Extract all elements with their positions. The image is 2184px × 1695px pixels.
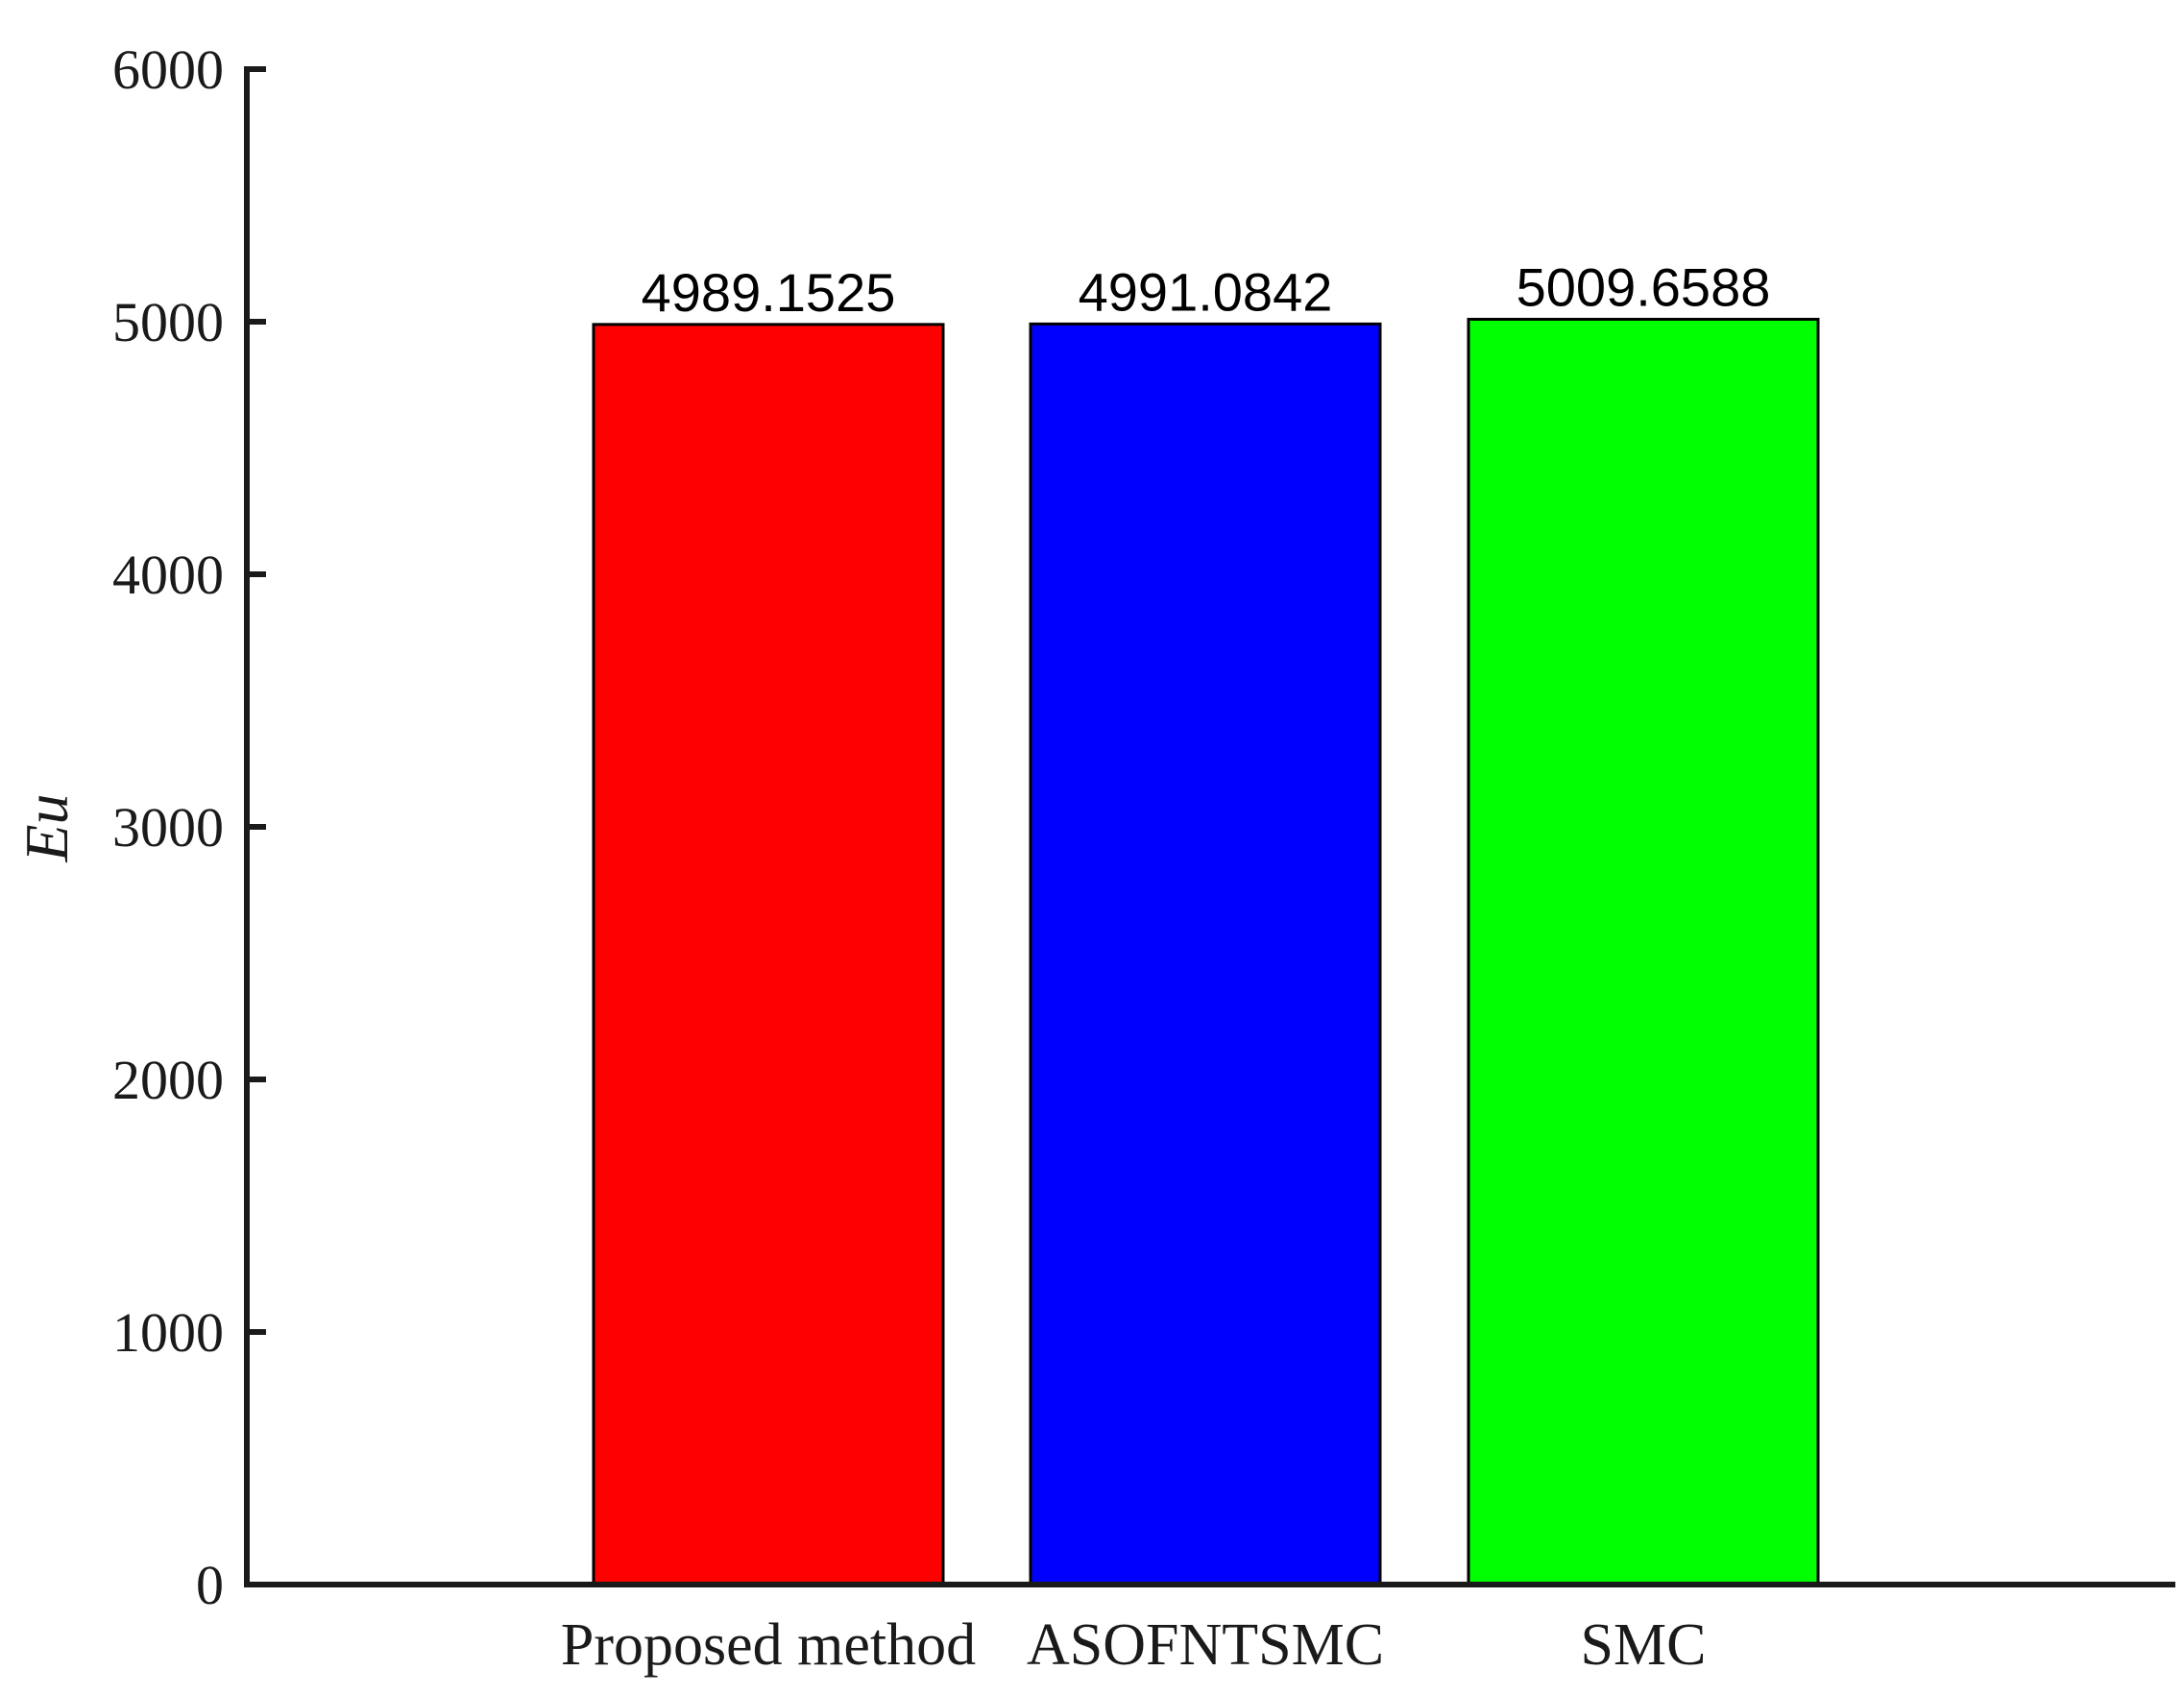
bar-value-label: 4989.1525 <box>642 262 896 323</box>
y-tick-label: 1000 <box>112 1301 224 1364</box>
x-category-label: Proposed method <box>561 1612 976 1678</box>
bar <box>1467 317 1820 1586</box>
x-category-label: SMC <box>1581 1612 1707 1678</box>
data-labels-layer: 4989.1525 4991.0842 5009.6588 <box>642 256 1771 322</box>
y-tick-label: 0 <box>196 1554 224 1616</box>
y-axis-label: Eu <box>12 793 81 862</box>
bars-layer <box>592 317 1820 1586</box>
y-tick-label: 4000 <box>112 544 224 606</box>
bar <box>592 323 945 1586</box>
x-category-label: ASOFNTSMC <box>1027 1612 1384 1678</box>
bar-value-label: 5009.6588 <box>1517 256 1771 317</box>
y-ticks-layer: 0 1000 2000 3000 4000 5000 6000 <box>112 38 266 1616</box>
x-categories-layer: Proposed method ASOFNTSMC SMC <box>561 1612 1707 1678</box>
y-tick-label: 2000 <box>112 1049 224 1111</box>
y-tick-label: 3000 <box>112 796 224 859</box>
y-tick-label: 6000 <box>112 38 224 101</box>
y-tick-label: 5000 <box>112 291 224 353</box>
bar-value-label: 4991.0842 <box>1079 261 1333 322</box>
bar <box>1029 322 1382 1586</box>
